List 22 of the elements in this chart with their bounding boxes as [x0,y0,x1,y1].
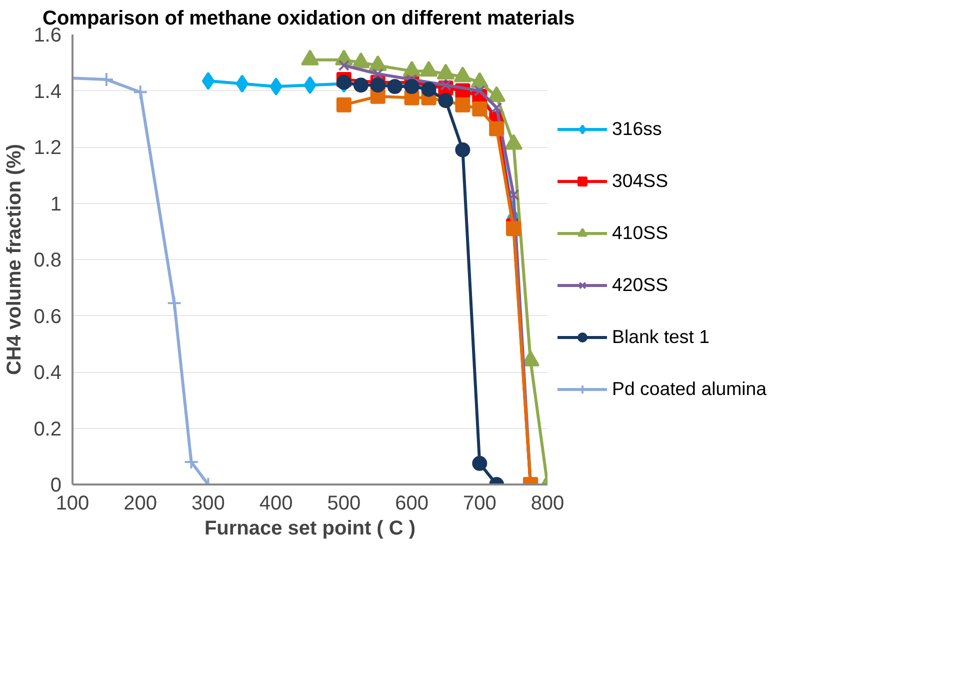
y-tick-label: 1.4 [34,80,62,103]
x-tick-label: 800 [530,492,564,514]
y-axis-title: CH4 volume fraction (%) [4,144,26,376]
x-tick-label: 200 [124,492,158,514]
x-tick-label: 700 [462,492,496,514]
legend-label: 410SS [612,222,668,244]
y-tick-label: 1.2 [34,137,62,159]
x-tick-label: 400 [259,492,293,514]
legend-label: 316ss [612,118,662,140]
x-tick-label: 500 [327,492,361,514]
x-tick-label: 300 [192,492,225,514]
y-tick-label: 0.4 [34,362,62,384]
legend-label: Blank test 1 [612,326,710,348]
y-tick-label: 0.6 [34,306,62,328]
x-axis-title: Furnace set point ( C ) [204,518,416,540]
y-tick-label: 1 [50,193,62,216]
y-tick-label: 0.2 [34,418,62,440]
y-tick-label: 0.8 [34,250,62,272]
legend-label: Pd coated alumina [612,378,767,400]
legend-label: 304SS [612,170,668,192]
x-tick-label: 600 [395,492,428,514]
legend-label: 420SS [612,274,668,296]
